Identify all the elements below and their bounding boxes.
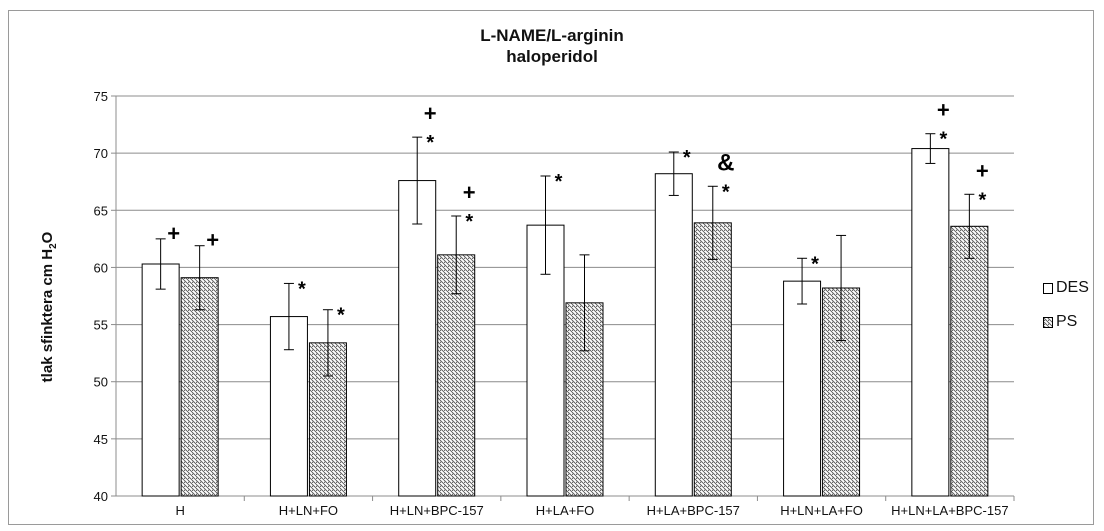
chart-title-line-2: haloperidol (506, 47, 598, 66)
x-tick-label: H+LN+BPC-157 (390, 503, 484, 518)
bar-ps (437, 254, 476, 497)
significance-star: * (426, 132, 434, 154)
legend-label-des: DES (1056, 279, 1089, 296)
y-tick-label: 50 (94, 375, 108, 390)
significance-plus: + (424, 101, 437, 126)
legend-swatch-des (1043, 282, 1053, 294)
y-tick-label: 70 (94, 146, 108, 161)
y-tick-label: 65 (94, 203, 108, 218)
y-axis-label-main: tlak sfinktera cm H (39, 249, 56, 382)
y-tick-label: 60 (94, 260, 108, 275)
significance-star: * (722, 181, 730, 203)
significance-plus: + (463, 180, 476, 205)
y-tick-label: 45 (94, 432, 108, 447)
legend-swatch-ps (1043, 316, 1053, 328)
bar-des (141, 263, 180, 497)
y-tick-label: 40 (94, 489, 108, 504)
x-tick-label: H+LN+LA+BPC-157 (891, 503, 1008, 518)
x-tick-label: H+LN+LA+FO (780, 503, 863, 518)
x-tick-label: H+LA+FO (536, 503, 595, 518)
y-axis-label: tlak sfinktera cm H2O (39, 231, 59, 382)
bar-ps (180, 277, 219, 497)
significance-star: * (555, 171, 563, 193)
x-tick-label: H+LN+FO (279, 503, 338, 518)
y-tick-label: 75 (94, 89, 108, 104)
bar-ps (950, 225, 989, 497)
significance-star: * (939, 129, 947, 151)
legend-item-des: DES (1043, 279, 1089, 297)
significance-star: * (298, 278, 306, 300)
y-axis-label-tail: O (39, 231, 56, 243)
significance-plus: + (976, 158, 989, 183)
bar-des (398, 180, 437, 497)
significance-plus: + (206, 228, 219, 253)
bar-des (911, 148, 950, 497)
bar-des (654, 173, 693, 497)
significance-ampersand: & (717, 149, 734, 176)
significance-star: * (465, 211, 473, 233)
x-tick-label: H (175, 503, 184, 518)
y-tick-label: 55 (94, 318, 108, 333)
legend-item-ps: PS (1043, 313, 1077, 331)
y-axis-label-subscript: 2 (48, 243, 59, 249)
significance-star: * (811, 253, 819, 275)
significance-plus: + (167, 221, 180, 246)
significance-plus: + (937, 98, 950, 123)
x-tick-label: H+LA+BPC-157 (647, 503, 740, 518)
chart-title-line-1: L-NAME/L-arginin (480, 26, 624, 45)
significance-star: * (683, 147, 691, 169)
significance-star: * (978, 189, 986, 211)
bar-ps (693, 222, 732, 497)
significance-star: * (337, 305, 345, 327)
legend-label-ps: PS (1056, 313, 1078, 330)
bar-des (783, 280, 822, 497)
